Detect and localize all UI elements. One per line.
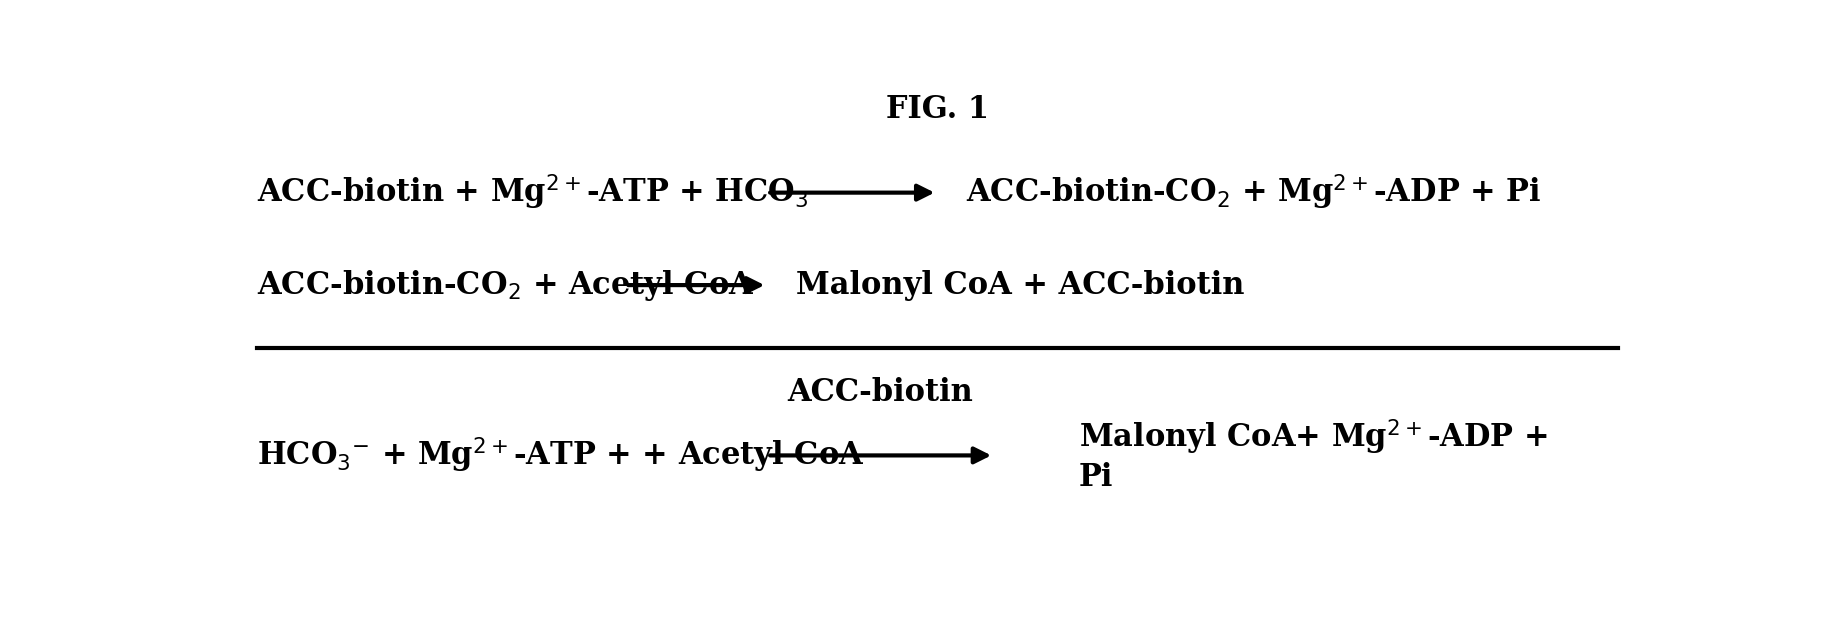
Text: ACC-biotin + Mg$^{2+}$-ATP + HCO$_3$: ACC-biotin + Mg$^{2+}$-ATP + HCO$_3$ <box>256 173 808 212</box>
Text: ACC-biotin-CO$_2$ + Mg$^{2+}$-ADP + Pi: ACC-biotin-CO$_2$ + Mg$^{2+}$-ADP + Pi <box>966 173 1542 212</box>
Text: Malonyl CoA + ACC-biotin: Malonyl CoA + ACC-biotin <box>796 270 1244 301</box>
Text: HCO$_3$$^{-}$ + Mg$^{2+}$-ATP + + Acetyl CoA: HCO$_3$$^{-}$ + Mg$^{2+}$-ATP + + Acetyl… <box>256 435 865 475</box>
Text: ACC-biotin-CO$_2$ + Acetyl CoA: ACC-biotin-CO$_2$ + Acetyl CoA <box>256 267 755 303</box>
Text: FIG. 1: FIG. 1 <box>885 94 989 125</box>
Text: Malonyl CoA+ Mg$^{2+}$-ADP +
Pi: Malonyl CoA+ Mg$^{2+}$-ADP + Pi <box>1079 418 1547 493</box>
Text: ACC-biotin: ACC-biotin <box>788 377 973 408</box>
